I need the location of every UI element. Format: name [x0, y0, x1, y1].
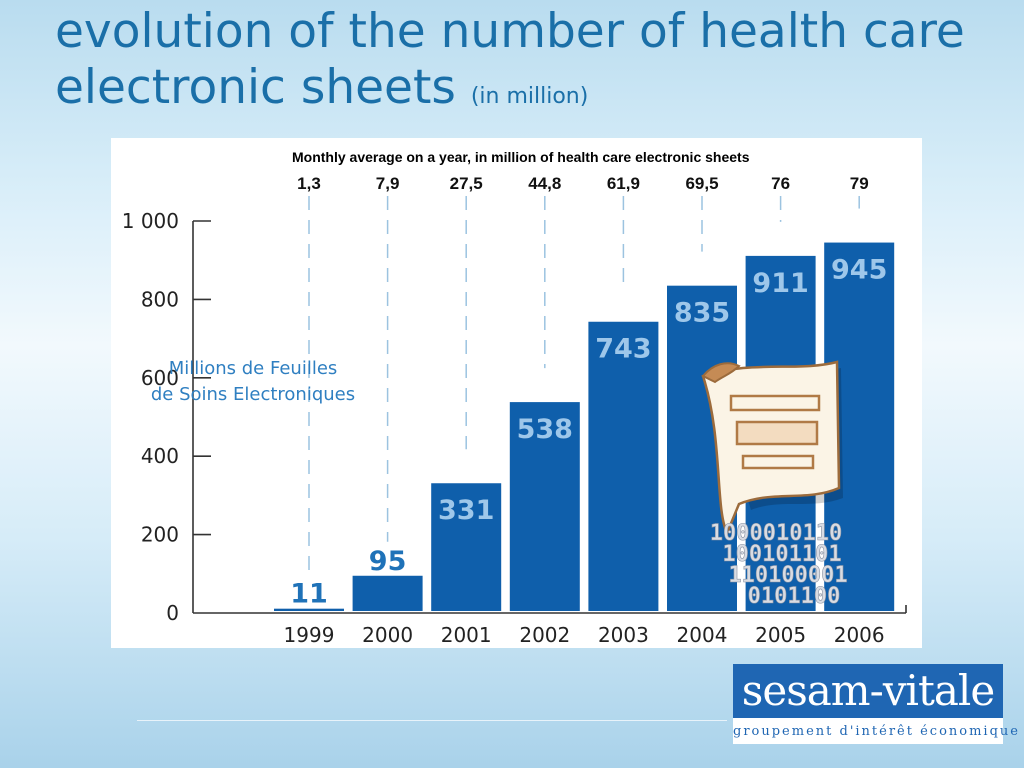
y-tick-label: 200	[141, 523, 179, 547]
bar-1999	[274, 608, 344, 611]
monthly-average-value: 44,8	[528, 174, 561, 193]
monthly-average-value: 69,5	[685, 174, 718, 193]
slide-title: evolution of the number of health care e…	[55, 4, 995, 125]
title-unit: (in million)	[470, 84, 589, 109]
monthly-average-value: 1,3	[297, 174, 321, 193]
x-tick-label: 1999	[284, 623, 335, 647]
y-tick-label: 0	[166, 601, 179, 625]
annotation-line-2: de Soins Electroniques	[151, 384, 355, 405]
sheet-icon	[701, 360, 841, 537]
bar-2003	[588, 321, 659, 611]
value-label: 835	[674, 298, 730, 329]
value-label: 95	[369, 546, 407, 577]
binary-digits: 0101100	[748, 584, 841, 609]
sesam-vitale-logo: sesam-vitale groupement d'intérêt économ…	[733, 664, 1020, 744]
x-tick-label: 2006	[834, 623, 885, 647]
value-label: 331	[438, 495, 494, 526]
y-axis: 0 200 400 600 800 1 000	[122, 209, 907, 625]
bar-2000	[352, 575, 423, 611]
binary-digits: 100101101	[722, 542, 841, 567]
value-label: 538	[517, 414, 573, 445]
x-tick-label: 2000	[362, 623, 413, 647]
binary-digits: 110100001	[728, 563, 847, 588]
bar-2001	[431, 483, 502, 611]
monthly-average-value: 61,9	[607, 174, 640, 193]
x-tick-label: 2003	[598, 623, 649, 647]
guide-lines	[308, 196, 860, 575]
bar-2002	[509, 402, 580, 611]
monthly-average-value: 76	[771, 174, 790, 193]
logo-name: sesam-vitale	[733, 664, 1003, 718]
title-text: evolution of the number of health care e…	[55, 4, 965, 115]
x-tick-label: 2005	[755, 623, 806, 647]
value-label: 945	[831, 255, 887, 286]
monthly-average-row: 1,3 7,9 27,5 44,8 61,9 69,5 76 79	[297, 174, 868, 193]
y-tick-label: 800	[141, 287, 179, 311]
x-tick-label: 2004	[677, 623, 728, 647]
sheet-field	[741, 454, 815, 470]
x-tick-label: 2002	[519, 623, 570, 647]
x-tick-label: 2001	[441, 623, 492, 647]
sheet-curl-top	[701, 362, 741, 384]
monthly-average-value: 27,5	[450, 174, 483, 193]
y-tick-label: 1 000	[122, 209, 179, 233]
chart-panel: Monthly average on a year, in million of…	[111, 138, 922, 648]
x-axis: 1999 2000 2001 2002 2003 2004 2005 2006	[284, 623, 885, 647]
bar-chart: Monthly average on a year, in million of…	[122, 149, 907, 647]
bars	[274, 242, 895, 611]
divider	[137, 720, 727, 721]
value-label: 11	[290, 579, 328, 610]
value-label: 743	[595, 334, 651, 365]
binary-digits: 1000010110	[710, 521, 842, 546]
y-tick-label: 400	[141, 444, 179, 468]
value-label: 911	[752, 268, 808, 299]
value-labels: 11 95 331 538 743 835 911 945	[290, 255, 887, 610]
logo-tagline: groupement d'intérêt économique	[733, 724, 1020, 739]
monthly-average-value: 79	[850, 174, 869, 193]
annotation-line-1: Millions de Feuilles	[169, 358, 338, 379]
monthly-average-value: 7,9	[376, 174, 400, 193]
sheet-field	[729, 394, 821, 412]
y-tick-label: 600	[141, 366, 179, 390]
chart-title: Monthly average on a year, in million of…	[292, 149, 750, 165]
sheet-field	[735, 420, 819, 446]
